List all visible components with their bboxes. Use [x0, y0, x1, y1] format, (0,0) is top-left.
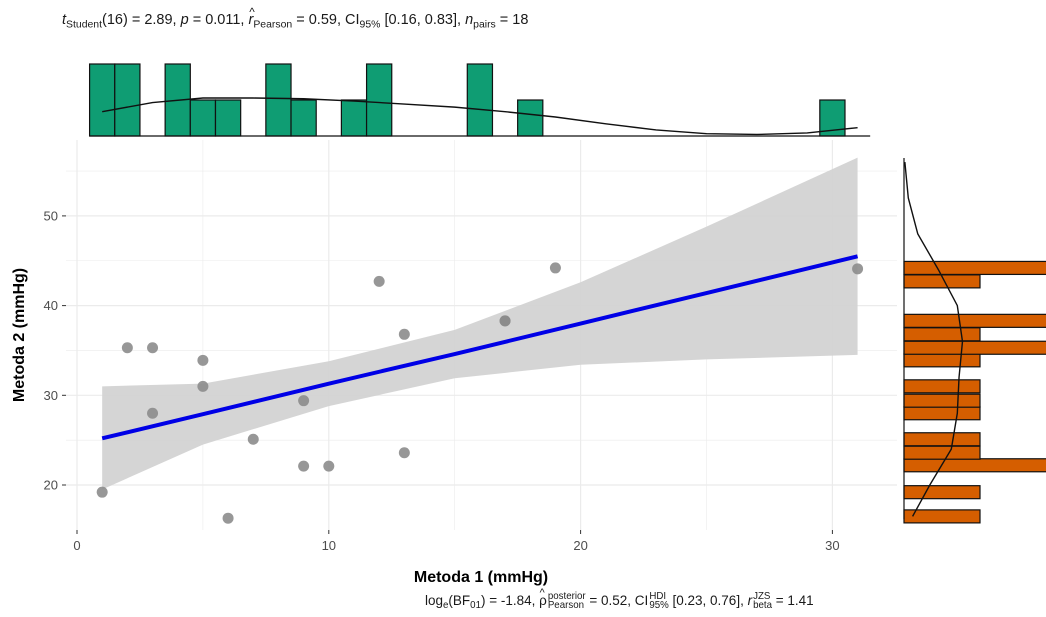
x-axis-title: Metoda 1 (mmHg): [414, 569, 548, 586]
data-point: [852, 263, 864, 275]
confidence-band: [102, 157, 858, 490]
x-tick-label: 10: [322, 538, 336, 553]
data-point: [222, 512, 234, 524]
stats-subtitle: tStudent(16) = 2.89, p = 0.011, rPearson…: [62, 6, 528, 31]
right-histogram-bar: [903, 313, 1046, 328]
data-point: [96, 486, 108, 498]
y-tick-label: 30: [44, 388, 58, 403]
data-point: [197, 354, 209, 366]
top-density-curve: [102, 97, 858, 136]
data-point: [549, 262, 561, 274]
data-point: [247, 433, 259, 445]
y-tick-label: 50: [44, 208, 58, 223]
top-histogram-bar: [114, 63, 141, 137]
top-histogram-bar: [88, 63, 116, 137]
right-histogram-bar: [903, 458, 1046, 473]
y-axis-title: Metoda 2 (mmHg): [11, 268, 28, 402]
data-point: [398, 328, 410, 340]
data-point: [398, 447, 410, 459]
data-point: [197, 380, 209, 392]
data-point: [298, 395, 310, 407]
right-histogram-bar: [903, 379, 981, 394]
x-tick-label: 20: [573, 538, 587, 553]
data-point: [323, 460, 335, 472]
top-histogram-bar: [214, 99, 242, 137]
right-histogram-bar: [903, 353, 981, 368]
top-histogram-bar: [466, 63, 494, 137]
y-tick-label: 20: [44, 478, 58, 493]
right-histogram-bar: [903, 406, 981, 421]
data-point: [373, 275, 385, 287]
regression-line: [101, 254, 859, 441]
right-histogram-bar: [903, 340, 1046, 355]
right-histogram-bar: [903, 260, 1046, 276]
right-histogram-bar: [903, 485, 981, 500]
data-point: [147, 342, 159, 354]
data-point: [298, 460, 310, 472]
x-tick-label: 30: [825, 538, 839, 553]
data-point: [121, 342, 133, 354]
right-density-curve: [904, 162, 964, 517]
data-point: [499, 315, 511, 327]
top-histogram-bar: [365, 63, 393, 137]
data-point: [147, 407, 159, 419]
right-histogram-bar: [903, 393, 981, 408]
top-histogram-bar: [517, 99, 544, 137]
y-tick-label: 40: [44, 298, 58, 313]
top-histogram-bar: [265, 63, 292, 137]
right-histogram-bar: [903, 432, 981, 447]
top-histogram-bar: [189, 99, 217, 137]
top-histogram-bar: [340, 99, 368, 137]
right-histogram-bar: [903, 327, 981, 342]
top-histogram-bar: [290, 99, 317, 137]
right-histogram-bar: [903, 445, 981, 460]
x-tick-label: 0: [73, 538, 80, 553]
